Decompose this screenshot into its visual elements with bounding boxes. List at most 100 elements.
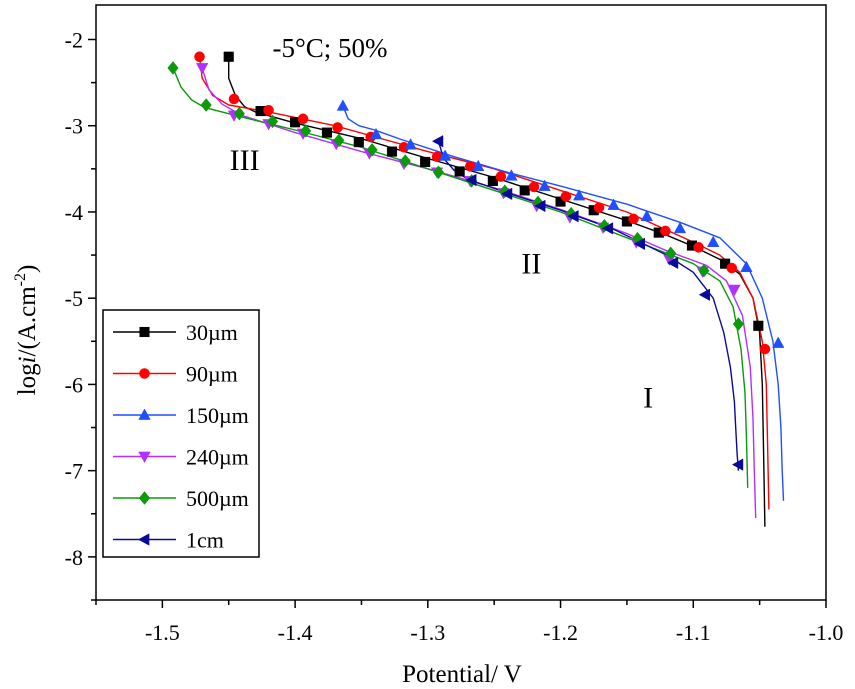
data-point xyxy=(660,225,671,237)
data-point xyxy=(386,146,398,157)
data-point xyxy=(528,181,540,193)
data-point xyxy=(500,187,513,201)
data-point xyxy=(223,51,234,62)
data-point xyxy=(454,166,465,177)
legend-label: 1cm xyxy=(186,528,224,553)
region-label: III xyxy=(230,144,260,177)
data-point xyxy=(321,127,332,138)
data-point xyxy=(666,256,679,270)
ticks-group: -1.5 -1.4 -1.3 -1.2 -1.1 -1.0 -2 -3 -4 -5 -6 -7 -8 xyxy=(65,27,844,645)
data-point xyxy=(759,343,771,355)
data-point xyxy=(601,222,614,235)
region-label: II xyxy=(521,248,541,281)
data-point xyxy=(505,169,518,181)
data-point xyxy=(633,237,645,251)
legend-marker xyxy=(138,491,151,505)
series-line xyxy=(201,67,757,519)
legend-marker xyxy=(138,451,151,464)
data-point xyxy=(233,106,245,121)
x-tick-label: -1.3 xyxy=(410,620,445,645)
data-point xyxy=(399,154,411,168)
y-axis-title-unit: /(A.cm xyxy=(14,286,41,357)
data-point xyxy=(499,184,511,199)
data-point xyxy=(640,209,653,222)
data-point xyxy=(332,122,343,133)
data-point xyxy=(336,99,350,111)
y-tick-label: -4 xyxy=(65,200,83,225)
legend-label: 90µm xyxy=(186,362,238,387)
series-line xyxy=(437,140,740,471)
data-point xyxy=(698,263,710,278)
data-point xyxy=(431,135,444,148)
legend-label: 150µm xyxy=(186,403,249,428)
data-point xyxy=(534,199,546,213)
data-point xyxy=(538,179,551,191)
data-point xyxy=(266,114,279,129)
y-tick-label: -2 xyxy=(65,27,83,52)
data-point xyxy=(420,156,431,167)
data-point xyxy=(665,246,677,261)
markers-group xyxy=(167,51,785,471)
plot-frame xyxy=(95,4,827,601)
data-point xyxy=(673,221,687,234)
data-point xyxy=(353,137,364,148)
data-point xyxy=(404,138,417,150)
data-point xyxy=(628,213,639,225)
series-line xyxy=(227,56,766,527)
plot-frame-group xyxy=(95,4,827,601)
data-point xyxy=(732,317,745,331)
y-tick-label: -8 xyxy=(65,545,83,570)
y-tick-label: -3 xyxy=(65,114,83,139)
data-point xyxy=(519,185,530,196)
data-point xyxy=(487,175,498,186)
x-tick-label: -1.4 xyxy=(278,620,313,645)
legend-marker xyxy=(139,368,150,379)
data-point xyxy=(593,202,605,213)
legend-label: 500µm xyxy=(186,486,249,511)
data-point xyxy=(753,320,764,331)
legend-marker xyxy=(138,408,151,420)
y-tick-label: -5 xyxy=(65,286,83,311)
data-point xyxy=(728,284,741,297)
data-point xyxy=(297,113,309,125)
data-point xyxy=(726,262,738,274)
y-tick-label: -6 xyxy=(65,372,83,397)
data-point xyxy=(472,159,485,172)
data-point xyxy=(369,127,383,140)
y-axis-title-italic: i xyxy=(14,356,41,363)
data-point xyxy=(693,242,704,253)
y-axis-title-suffix: ) xyxy=(14,265,41,273)
data-point xyxy=(300,124,312,138)
data-point xyxy=(167,61,179,75)
legend-marker xyxy=(137,533,150,546)
y-axis-title-exponent: -2 xyxy=(12,273,29,286)
data-point xyxy=(567,210,579,223)
y-axis-title: logi/(A.cm-2) xyxy=(12,265,41,396)
legend-marker xyxy=(139,326,150,338)
data-point xyxy=(366,142,378,157)
data-point xyxy=(194,51,205,63)
y-tick-label: -7 xyxy=(65,459,83,484)
curves-group xyxy=(172,56,785,527)
data-point xyxy=(698,288,711,301)
data-point xyxy=(438,149,452,161)
data-point xyxy=(228,93,240,105)
data-point xyxy=(607,198,620,210)
chart-title: -5°C; 50% xyxy=(272,33,387,63)
data-point xyxy=(495,171,507,182)
data-point xyxy=(200,98,212,112)
x-tick-label: -1.2 xyxy=(543,620,578,645)
data-point xyxy=(333,133,345,148)
data-point xyxy=(465,173,477,187)
data-point xyxy=(731,458,744,471)
x-tick-label: -1.5 xyxy=(145,620,180,645)
data-point xyxy=(740,260,753,272)
x-axis-title: Potential/ V xyxy=(402,661,522,688)
legend-label: 30µm xyxy=(186,320,238,345)
data-point xyxy=(572,189,586,201)
data-point xyxy=(432,165,445,180)
legend-label: 240µm xyxy=(186,445,249,470)
x-tick-label: -1.1 xyxy=(676,620,711,645)
